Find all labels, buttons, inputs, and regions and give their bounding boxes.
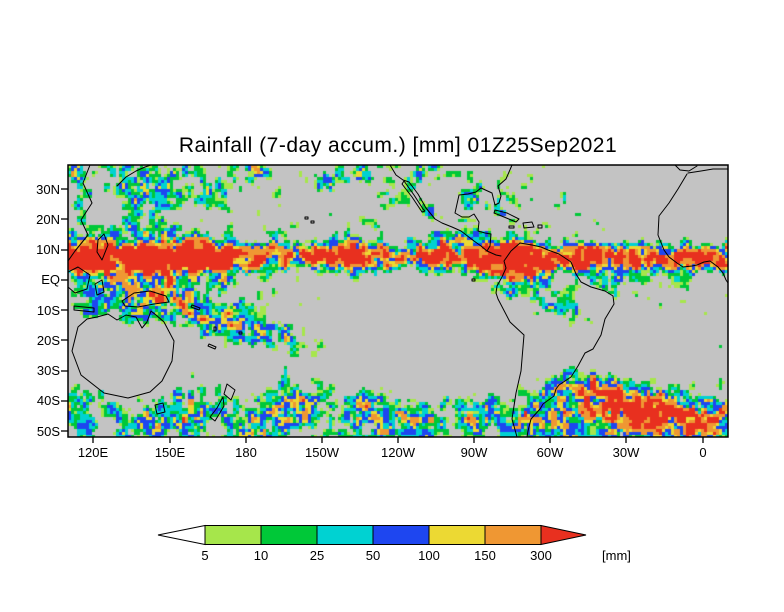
lon-tick-label: 120W: [381, 445, 415, 460]
colorbar-level-label: 150: [474, 548, 496, 563]
lat-tick-label: 10N: [36, 242, 60, 257]
lon-tick-label: 60W: [536, 445, 564, 460]
coastline-jamaica: [508, 225, 515, 229]
lat-tick-label: 10S: [36, 303, 60, 318]
colorbar-below-min-arrow: [157, 524, 206, 546]
coastline-north-america-west: [389, 165, 502, 257]
lat-tick-label: 20N: [36, 212, 60, 227]
colorbar-segment-50-100: [372, 525, 430, 545]
lat-tick-label: 40S: [36, 393, 60, 408]
lat-tick-label: 30S: [36, 363, 60, 378]
coastline-cuba: [493, 209, 520, 223]
lat-tick-label: 30N: [36, 182, 60, 197]
coastline-java: [73, 305, 95, 313]
coastline-spain: [674, 165, 698, 172]
coastline-new-zealand-south: [209, 396, 225, 422]
coastline-new-guinea: [121, 290, 170, 308]
colorbar: [157, 524, 587, 546]
colorbar-unit-label: [mm]: [602, 548, 631, 563]
coastline-africa-west: [657, 173, 728, 284]
coastline-fiji: [238, 331, 243, 335]
coastline-solomons: [190, 304, 201, 311]
coastline-sulawesi: [94, 279, 105, 296]
lon-tick-label: 150W: [305, 445, 339, 460]
colorbar-segment-5-10: [204, 525, 262, 545]
coastline-australia: [71, 310, 175, 399]
lon-tick-label: 180: [235, 445, 257, 460]
colorbar-level-label: 300: [530, 548, 552, 563]
lon-tick-label: 30W: [612, 445, 640, 460]
lon-tick-label: 90W: [460, 445, 488, 460]
colorbar-segment-25-50: [316, 525, 374, 545]
coastline-tasmania: [154, 402, 166, 415]
coastline-new-zealand-north: [223, 383, 236, 401]
colorbar-level-label: 25: [309, 548, 325, 563]
coastline-north-america-east: [454, 165, 513, 252]
colorbar-segment-10-25: [260, 525, 318, 545]
coastline-hispaniola: [522, 221, 535, 229]
colorbar-above-max-arrow: [540, 524, 587, 546]
lon-tick-label: 0: [699, 445, 707, 460]
lon-tick-label: 150E: [154, 445, 186, 460]
map-plot: [68, 165, 728, 437]
colorbar-level-label: 50: [365, 548, 381, 563]
coastline-vanuatu: [213, 326, 217, 332]
coastline-baja: [401, 180, 426, 213]
coastline-new-caledonia: [207, 343, 217, 350]
coastline-south-america: [495, 242, 615, 437]
colorbar-segment-100-150: [428, 525, 486, 545]
coastline-hawaii: [304, 216, 315, 224]
coastline-asia: [68, 165, 93, 262]
lat-tick-label: EQ: [41, 272, 60, 287]
chart-title: Rainfall (7-day accum.) [mm] 01Z25Sep202…: [178, 134, 618, 157]
lon-tick-label: 120E: [77, 445, 109, 460]
colorbar-level-label: 100: [418, 548, 440, 563]
coastlines-overlay: [68, 165, 728, 437]
lat-tick-label: 50S: [36, 424, 60, 439]
coastline-galapagos: [471, 278, 476, 282]
coastline-philippines: [96, 233, 109, 261]
coastline-puerto-rico: [537, 224, 543, 229]
coastline-japan: [116, 165, 152, 187]
colorbar-level-label: 5: [201, 548, 209, 563]
coastline-borneo: [68, 266, 91, 294]
lat-tick-label: 20S: [36, 333, 60, 348]
coastline-mediterranean: [687, 168, 728, 174]
colorbar-segment-150-300: [484, 525, 542, 545]
colorbar-level-label: 10: [253, 548, 269, 563]
